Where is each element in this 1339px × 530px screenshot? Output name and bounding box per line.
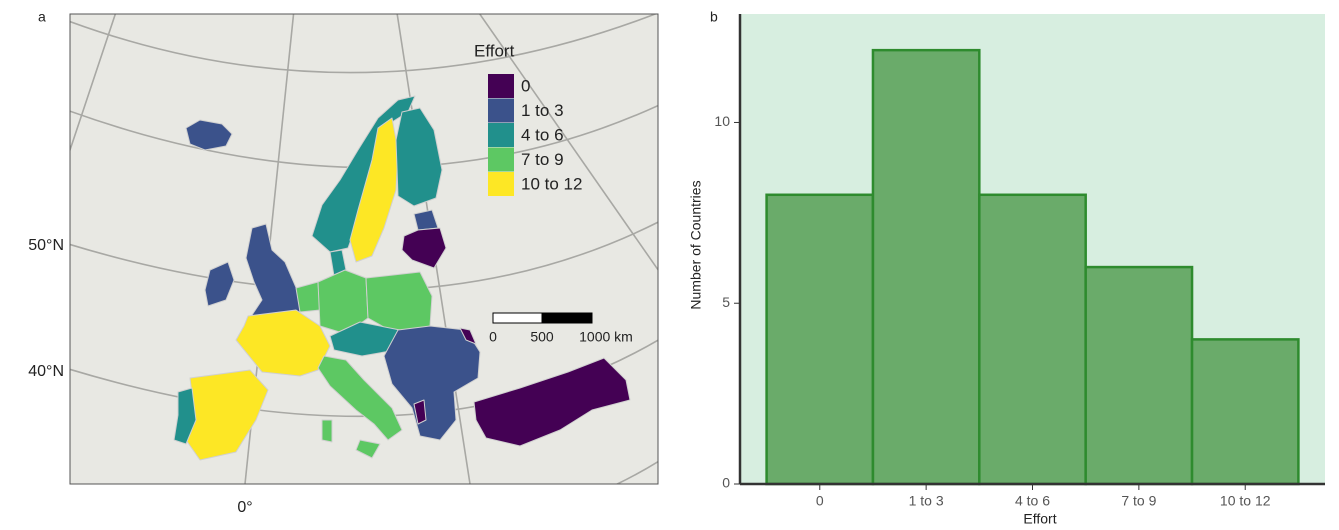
map-frame: [69, 13, 659, 485]
y-tick-label: 10: [714, 113, 730, 129]
x-tick-label: 0: [816, 493, 824, 509]
legend-swatch: [488, 74, 514, 98]
country: [395, 107, 443, 207]
legend-swatch: [488, 172, 514, 196]
x-tick-label: 1 to 3: [909, 493, 944, 509]
country: [173, 387, 197, 445]
country: [311, 95, 416, 253]
legend-title: Effort: [474, 41, 515, 60]
scale-bar: [492, 312, 543, 324]
scale-label: 0: [489, 329, 497, 345]
legend-swatch: [488, 147, 514, 172]
meridian: [478, 14, 658, 272]
parallel: [615, 460, 658, 484]
panel-label: a: [38, 9, 46, 25]
x-axis-label: Effort: [1023, 511, 1056, 527]
country: [413, 399, 427, 425]
country: [459, 327, 477, 345]
y-tick-label: 0: [722, 475, 730, 491]
legend-label: 1 to 3: [521, 101, 564, 120]
legend-label: 7 to 9: [521, 150, 564, 169]
parallel: [70, 339, 658, 418]
x-tick-label: 10 to 12: [1220, 493, 1271, 509]
scale-label: 1000 km: [579, 329, 633, 345]
scale-label: 500: [530, 329, 554, 345]
panel-label: b: [710, 9, 718, 25]
country: [235, 309, 331, 377]
x-tick-label: 4 to 6: [1015, 493, 1050, 509]
legend-label: 0: [521, 76, 530, 95]
country: [473, 357, 631, 447]
y-tick-label: 5: [722, 294, 730, 310]
country: [204, 261, 235, 307]
country: [295, 281, 321, 313]
scale-bar: [541, 312, 593, 324]
country: [185, 119, 233, 151]
parallel: [70, 14, 658, 74]
country: [355, 439, 381, 459]
graticule-label: 40°N: [28, 363, 64, 380]
country: [317, 355, 403, 441]
countries: [173, 95, 631, 461]
bar: [978, 193, 1087, 486]
bar: [1084, 265, 1194, 486]
y-axis-label: Number of Countries: [688, 180, 704, 309]
graticule-label: 50°N: [28, 237, 64, 254]
x-tick-label: 7 to 9: [1121, 493, 1156, 509]
legend-swatch: [488, 98, 514, 123]
meridian: [70, 14, 117, 153]
bar: [871, 48, 981, 486]
bar: [1190, 338, 1300, 486]
legend-swatch: [488, 123, 514, 147]
legend-label: 4 to 6: [521, 125, 564, 144]
graticule-label: 0°: [237, 499, 252, 516]
country: [401, 227, 447, 269]
bar: [765, 193, 875, 486]
legend-label: 10 to 12: [521, 174, 582, 193]
country: [321, 419, 333, 443]
